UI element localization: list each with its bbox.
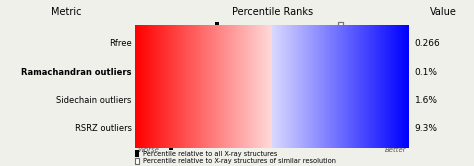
Text: 9.3%: 9.3% (415, 124, 438, 133)
Text: Value: Value (430, 7, 456, 17)
Text: RSRZ outliers: RSRZ outliers (75, 124, 132, 133)
Text: Sidechain outliers: Sidechain outliers (56, 96, 132, 105)
FancyBboxPatch shape (215, 22, 219, 66)
Bar (343, 79, 348, 122)
Text: 0.1%: 0.1% (415, 68, 438, 77)
Text: Rfree: Rfree (109, 40, 132, 48)
Text: Better: Better (384, 147, 406, 153)
Text: Percentile relative to X-ray structures of similar resolution: Percentile relative to X-ray structures … (143, 158, 336, 164)
FancyBboxPatch shape (169, 107, 173, 150)
Bar (348, 51, 354, 94)
FancyBboxPatch shape (267, 51, 271, 94)
Text: 0.266: 0.266 (415, 40, 440, 48)
Text: Percentile Ranks: Percentile Ranks (232, 7, 313, 17)
Text: 1.6%: 1.6% (415, 96, 438, 105)
Bar (135, 150, 139, 157)
Text: Ramachandran outliers: Ramachandran outliers (21, 68, 132, 77)
FancyBboxPatch shape (300, 79, 304, 122)
Text: Worse: Worse (137, 147, 159, 153)
Bar (337, 22, 343, 66)
Text: Percentile relative to all X-ray structures: Percentile relative to all X-ray structu… (143, 151, 277, 157)
Bar (135, 158, 139, 164)
Text: Metric: Metric (51, 7, 82, 17)
